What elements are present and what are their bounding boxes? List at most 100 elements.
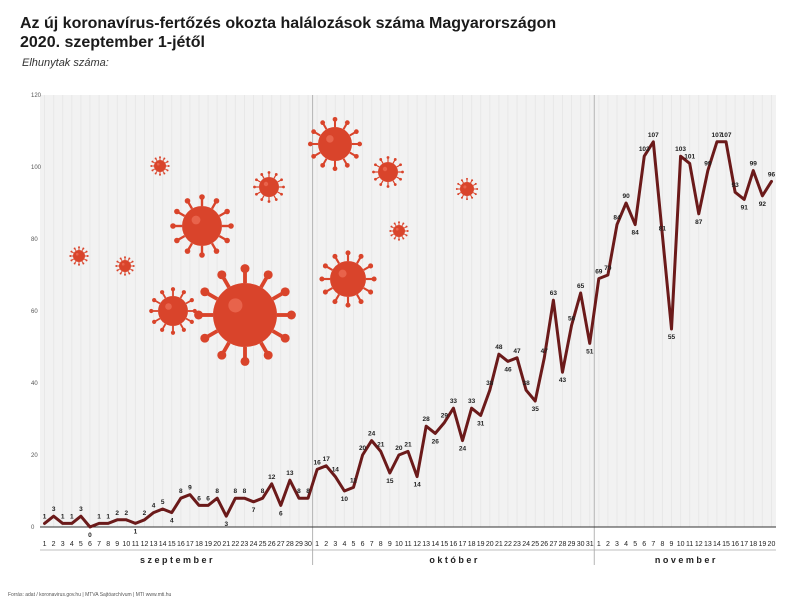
data-label: 8 [215,488,219,495]
data-label: 3 [224,521,228,528]
x-tick-label: 9 [115,541,119,548]
data-label: 13 [286,470,294,477]
virus-spike-tip [280,333,290,343]
virus-body [213,283,277,347]
virus-spike-tip [274,198,278,201]
data-label: 84 [632,230,640,237]
virus-spike-tip [150,165,153,167]
data-label: 1 [106,513,110,520]
x-tick-label: 13 [422,541,430,548]
x-tick-label: 29 [568,541,576,548]
virus-body [158,296,188,326]
virus-spike-tip [253,185,256,189]
virus-spike-tip [320,162,326,168]
virus-spike-tip [240,356,250,366]
data-label: 96 [768,171,776,178]
virus-icon [115,256,135,276]
virus-spike-tip [267,171,271,174]
virus-spike-tip [154,172,157,175]
virus-spike-tip [311,153,317,159]
virus-spike-tip [466,198,468,201]
x-tick-label: 8 [660,541,664,548]
data-label: 1 [70,513,74,520]
data-label: 21 [377,441,385,448]
x-tick-label: 15 [440,541,448,548]
x-tick-label: 26 [268,541,276,548]
virus-body [73,250,85,262]
virus-spike-tip [78,263,80,266]
x-tick-label: 3 [61,541,65,548]
x-tick-label: 17 [740,541,748,548]
virus-spike-tip [181,327,186,332]
virus-spike-tip [345,250,351,256]
virus-spike-tip [119,257,122,260]
x-tick-label: 14 [713,541,721,548]
x-tick-label: 1 [597,541,601,548]
virus-spike-tip [194,310,204,320]
data-label: 46 [504,366,512,373]
x-tick-label: 18 [749,541,757,548]
x-tick-label: 17 [186,541,194,548]
virus-spike-tip [115,265,118,267]
virus-spike-tip [124,273,126,276]
data-label: 2 [115,510,119,517]
x-tick-label: 25 [531,541,539,548]
data-label: 99 [704,161,712,168]
virus-spike-tip [255,178,258,182]
data-label: 4 [152,503,156,510]
y-tick-label: 80 [31,237,38,243]
virus-spike-tip [82,247,85,250]
data-label: 84 [613,215,621,222]
virus-spike-tip [224,208,230,215]
virus-highlight [191,215,201,225]
virus-body [330,261,366,297]
data-label: 92 [759,201,767,208]
virus-spike-tip [399,163,402,167]
x-tick-label: 2 [606,541,610,548]
data-label: 55 [668,334,676,341]
virus-icon [389,221,409,241]
virus-spike-tip [358,253,364,259]
data-label: 28 [423,416,431,423]
footer: Forrás: adat / koronavirus.gov.hu | MTVA… [8,592,171,598]
virus-spike-tip [200,287,210,297]
data-label: 4 [170,518,174,525]
data-label: 8 [179,488,183,495]
virus-icon [455,177,479,201]
data-label: 33 [450,398,458,405]
virus-spike-tip [217,270,227,280]
virus-spike-tip [263,270,273,280]
x-tick-label: 30 [304,541,312,548]
virus-spike-tip [476,188,479,190]
virus-spike-tip [393,158,397,161]
virus-spike-tip [200,333,210,343]
x-tick-label: 1 [43,541,47,548]
x-tick-label: 19 [477,541,485,548]
virus-spike-tip [399,177,402,181]
data-label: 8 [306,488,310,495]
x-tick-label: 19 [204,541,212,548]
data-label: 29 [441,413,449,420]
virus-icon [253,171,285,203]
x-tick-label: 14 [159,541,167,548]
data-label: 1 [61,513,65,520]
virus-illustrations [69,116,479,366]
virus-spike-tip [149,308,154,314]
data-label: 1 [134,528,138,535]
x-tick-label: 20 [486,541,494,548]
data-label: 9 [188,485,192,492]
data-label: 2 [125,510,129,517]
x-tick-label: 13 [704,541,712,548]
y-axis-label: Elhunytak száma: [22,57,109,69]
data-label: 17 [323,456,331,463]
data-label: 103 [639,146,650,153]
data-label: 6 [197,495,201,502]
x-tick-label: 22 [231,541,239,548]
data-label: 51 [586,348,594,355]
virus-spike-tip [124,256,126,259]
data-label: 8 [243,488,247,495]
chart-title: Az új koronavírus-fertőzés okozta halálo… [20,14,780,52]
y-tick-label: 100 [31,165,42,171]
x-tick-label: 7 [651,541,655,548]
